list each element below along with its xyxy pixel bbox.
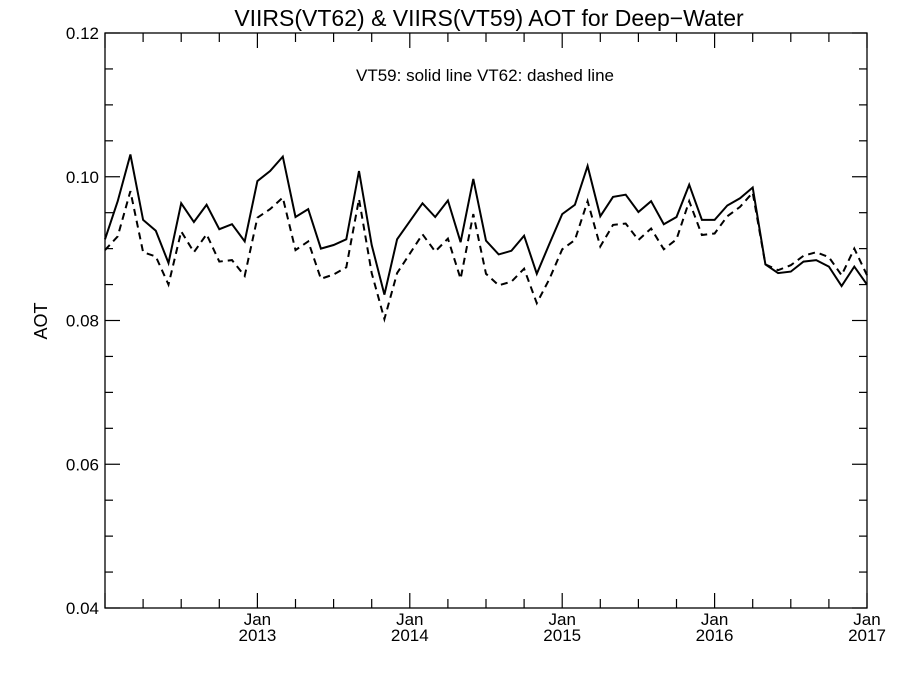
y-tick-label: 0.08 bbox=[66, 312, 99, 331]
legend-annotation: VT59: solid line VT62: dashed line bbox=[356, 66, 614, 85]
y-tick-label: 0.06 bbox=[66, 455, 99, 474]
x-tick-label-month: Jan bbox=[244, 610, 271, 629]
series-lines bbox=[104, 154, 868, 323]
y-tick-label: 0.12 bbox=[66, 24, 99, 43]
x-tick-label-year: 2015 bbox=[543, 626, 581, 645]
x-tick-label-year: 2014 bbox=[391, 626, 429, 645]
x-tick-label-month: Jan bbox=[548, 610, 575, 629]
y-axis-label: AOT bbox=[31, 302, 51, 339]
x-tick-label-year: 2017 bbox=[848, 626, 886, 645]
chart-title: VIIRS(VT62) & VIIRS(VT59) AOT for Deep−W… bbox=[234, 5, 744, 31]
x-tick-label-year: 2016 bbox=[696, 626, 734, 645]
series-line-vt59 bbox=[104, 154, 868, 295]
x-tick-label-month: Jan bbox=[853, 610, 880, 629]
plot-frame bbox=[104, 32, 868, 609]
series-line-vt62 bbox=[104, 190, 868, 323]
y-tick-label: 0.10 bbox=[66, 168, 99, 187]
x-tick-label-month: Jan bbox=[396, 610, 423, 629]
x-tick-label-month: Jan bbox=[701, 610, 728, 629]
x-tick-label-year: 2013 bbox=[238, 626, 276, 645]
y-tick-label: 0.04 bbox=[66, 599, 99, 618]
y-axis-ticks: 0.04 0.06 0.08 0.10 0.12 bbox=[66, 24, 867, 618]
